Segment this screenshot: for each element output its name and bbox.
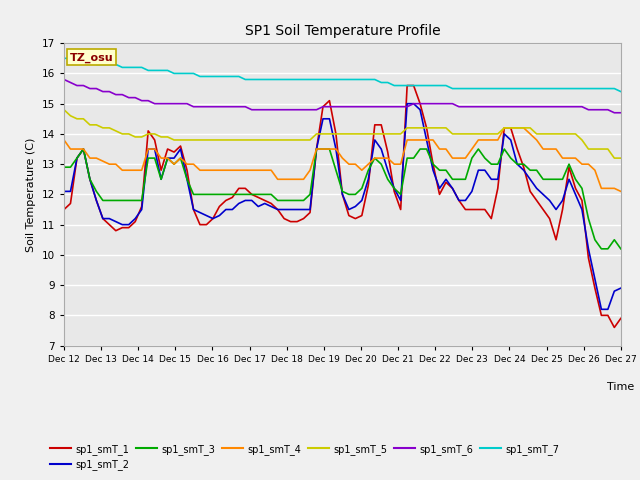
Text: TZ_osu: TZ_osu <box>70 52 113 62</box>
Y-axis label: Soil Temperature (C): Soil Temperature (C) <box>26 137 36 252</box>
X-axis label: Time: Time <box>607 382 634 392</box>
Title: SP1 Soil Temperature Profile: SP1 Soil Temperature Profile <box>244 24 440 38</box>
Legend: sp1_smT_1, sp1_smT_2, sp1_smT_3, sp1_smT_4, sp1_smT_5, sp1_smT_6, sp1_smT_7: sp1_smT_1, sp1_smT_2, sp1_smT_3, sp1_smT… <box>50 444 559 470</box>
